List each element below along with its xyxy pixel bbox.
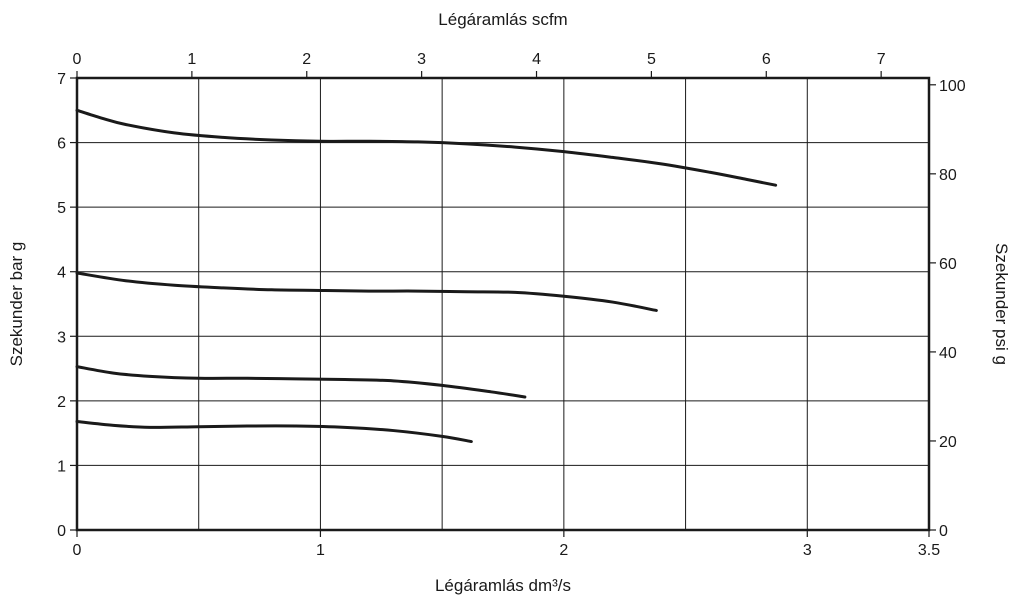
y-tick-label-left: 7: [57, 71, 66, 88]
x-tick-label-bottom: 1: [316, 542, 325, 559]
y-tick-label-right: 100: [939, 78, 966, 95]
x-tick-label-bottom: 2: [559, 542, 568, 559]
y-tick-label-left: 2: [57, 394, 66, 411]
y-tick-label-right: 40: [939, 345, 957, 362]
y-tick-label-left: 5: [57, 200, 66, 217]
y-tick-label-right: 60: [939, 256, 957, 273]
x-tick-label-top: 1: [187, 51, 196, 68]
x-tick-label-top: 5: [647, 51, 656, 68]
x-tick-label-top: 0: [73, 51, 82, 68]
x-tick-label-bottom: 0: [73, 542, 82, 559]
plot-frame: [75, 76, 931, 532]
series-line-2: [75, 271, 658, 312]
y-tick-label-left: 1: [57, 458, 66, 475]
x-axis-title-bottom: Légáramlás dm³/s: [435, 576, 571, 595]
y-tick-label-left: 4: [57, 265, 66, 282]
x-tick-label-top: 2: [302, 51, 311, 68]
tick-layer: [70, 71, 936, 537]
series-layer: [75, 108, 778, 444]
y-tick-label-left: 0: [57, 523, 66, 540]
y-tick-label-right: 0: [939, 523, 948, 540]
x-axis-title-top: Légáramlás scfm: [438, 10, 567, 29]
series-line-3: [75, 365, 527, 399]
series-line-4: [75, 420, 473, 444]
y-tick-label-left: 3: [57, 329, 66, 346]
x-tick-label-top: 6: [762, 51, 771, 68]
y-tick-label-left: 6: [57, 136, 66, 153]
x-tick-label-top: 7: [877, 51, 886, 68]
y-axis-title-right: Szekunder psi g: [992, 243, 1010, 365]
grid-layer: [77, 78, 929, 530]
y-tick-label-right: 20: [939, 434, 957, 451]
y-axis-title-left: Szekunder bar g: [7, 242, 26, 367]
y-tick-label-right: 80: [939, 167, 957, 184]
x-tick-label-bottom: 3.5: [918, 542, 940, 559]
series-line-1: [75, 108, 778, 187]
x-tick-label-top: 3: [417, 51, 426, 68]
x-tick-label-top: 4: [532, 51, 541, 68]
x-tick-label-bottom: 3: [803, 542, 812, 559]
